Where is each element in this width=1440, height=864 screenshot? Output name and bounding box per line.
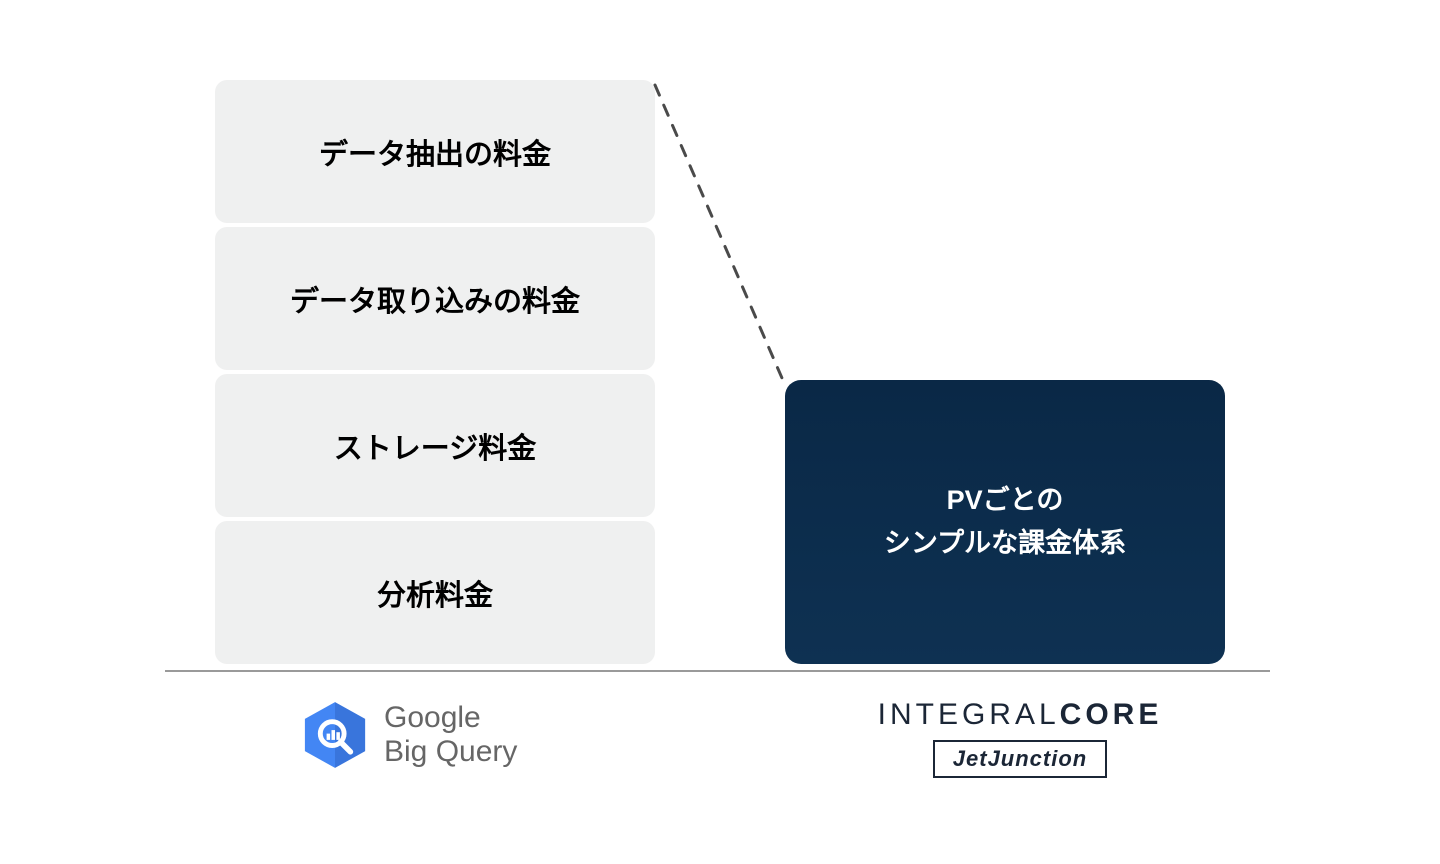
bigquery-wordmark: Google Big Query xyxy=(384,701,517,770)
google-bigquery-logo: Google Big Query xyxy=(300,700,580,770)
baseline-rule xyxy=(165,670,1270,672)
cost-item: データ取り込みの料金 xyxy=(215,227,655,370)
integralcore-wordmark: INTEGRALCORE xyxy=(878,698,1163,732)
cost-item: 分析料金 xyxy=(215,521,655,664)
integralcore-pricing-box: PVごとの シンプルな課金体系 xyxy=(785,380,1225,664)
badge-text: JetJunction xyxy=(953,746,1087,771)
cost-label: 分析料金 xyxy=(377,572,493,614)
cost-item: データ抽出の料金 xyxy=(215,80,655,223)
pricing-text: PVごとの シンプルな課金体系 xyxy=(884,479,1126,565)
jetjunction-badge: JetJunction xyxy=(933,740,1107,778)
pricing-comparison-diagram: データ抽出の料金 データ取り込みの料金 ストレージ料金 分析料金 PVごとの シ… xyxy=(0,0,1440,864)
integralcore-logo: INTEGRALCORE JetJunction xyxy=(800,698,1240,778)
logo-text-bigquery: Big Query xyxy=(384,735,517,770)
cost-label: データ取り込みの料金 xyxy=(290,278,580,320)
logo-text-integral: INTEGRAL xyxy=(878,698,1060,732)
bigquery-cost-stack: データ抽出の料金 データ取り込みの料金 ストレージ料金 分析料金 xyxy=(215,80,655,668)
cost-label: ストレージ料金 xyxy=(334,425,536,467)
logo-text-google: Google xyxy=(384,701,517,736)
bigquery-hexagon-icon xyxy=(300,700,370,770)
cost-item: ストレージ料金 xyxy=(215,374,655,517)
cost-label: データ抽出の料金 xyxy=(319,131,551,173)
logo-text-core: CORE xyxy=(1060,698,1163,732)
